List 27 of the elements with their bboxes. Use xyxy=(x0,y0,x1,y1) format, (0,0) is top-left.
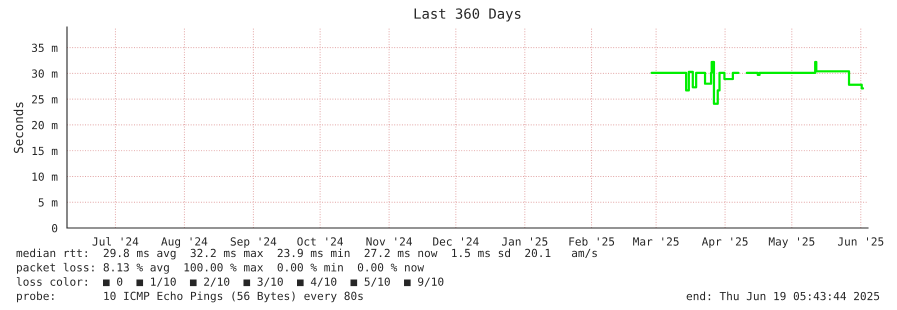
y-axis-title: Seconds xyxy=(14,102,24,153)
text: median rtt: 29.8 ms avg 32.2 ms max 23.9 ms min 27.2 ms now 1.5 ms sd 20.1 am/s xyxy=(16,248,597,260)
x-tick-label: Oct '24 xyxy=(297,237,343,246)
y-tick-label: 30 m xyxy=(32,69,58,78)
y-tick-label: 25 m xyxy=(32,95,58,104)
chart-title: Last 360 Days xyxy=(414,8,520,22)
x-tick-label: Apr '25 xyxy=(702,237,748,248)
x-tick-label: Jan '25 xyxy=(502,237,548,246)
y-tick-label: 15 m xyxy=(32,146,58,156)
x-tick-label: Jul '24 xyxy=(92,237,138,246)
y-tick-label: 20 m xyxy=(32,120,58,130)
y-tick-label: 5 m xyxy=(38,198,58,207)
text: loss color: ■ 0 ■ 1/10 ■ 2/10 ■ 3/10 ■ 4/10 ■ 5/10 ■ 9/10 xyxy=(16,277,444,287)
y-tick-label: 35 m xyxy=(32,44,58,52)
x-tick-label: Aug '24 xyxy=(161,237,208,248)
x-tick-label: Jun '25 xyxy=(838,237,884,246)
x-tick-label: Mar '25 xyxy=(633,237,679,246)
x-tick-label: Nov '24 xyxy=(366,237,412,246)
y-tick-label: 0 xyxy=(52,224,58,232)
y-tick-label: 10 m xyxy=(32,172,58,181)
text: end: Thu Jun 19 05:43:44 2025 xyxy=(686,292,880,300)
x-tick-label: Feb '25 xyxy=(569,237,614,246)
text: probe: 10 ICMP Echo Pings (56 Bytes) every 80s xyxy=(17,291,363,302)
text: packet loss: 8.13 % avg 100.00 % max 0.00 % min 0.00 % now xyxy=(17,262,424,274)
x-tick-label: Sep '24 xyxy=(230,237,276,248)
x-tick-label: May '25 xyxy=(768,237,814,248)
x-tick-label: Dec '24 xyxy=(433,237,479,246)
